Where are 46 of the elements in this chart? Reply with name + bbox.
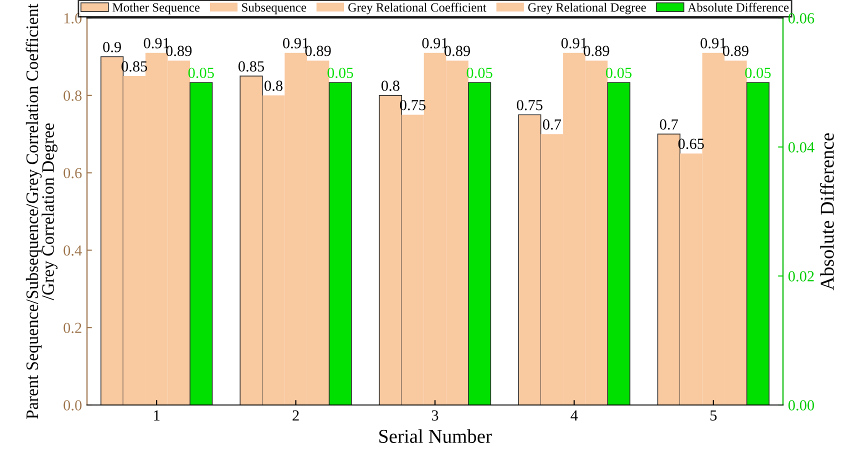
y-axis-title: Parent Sequence/Subsequence/Grey Correlation Coefficient /Grey Correlation Degree (26, 4, 58, 419)
bar (540, 134, 564, 405)
bar (240, 76, 263, 405)
y-tick-label: 1.0 (64, 13, 82, 24)
y2-tick-label: 0.04 (788, 142, 814, 153)
bar (518, 114, 542, 405)
legend-label: Grey Relational Coefficient (348, 2, 486, 14)
data-label: 0.05 (606, 68, 632, 78)
data-label: 0.7 (660, 119, 678, 130)
x-tick-label: 5 (710, 410, 717, 421)
bar (563, 52, 586, 405)
y2-tick-label: 0.02 (788, 271, 814, 282)
x-tick-label: 1 (154, 410, 160, 420)
data-label: 0.05 (188, 68, 214, 78)
bar (402, 114, 424, 405)
x-axis-title: Serial Number (379, 429, 492, 443)
y-tick-label: 0.4 (64, 245, 82, 256)
legend-label: Mother Sequence (112, 2, 200, 14)
y2-tick-label: 0.00 (788, 400, 814, 411)
bar (424, 52, 446, 405)
y-tick-label: 0.8 (64, 90, 82, 101)
data-label: 0.7 (542, 119, 562, 130)
legend-label: Subsequence (242, 2, 306, 14)
data-label: 0.8 (381, 80, 400, 91)
x-tick-label: 4 (570, 410, 578, 420)
legend-label: Absolute Difference (688, 2, 789, 12)
bar (145, 52, 168, 405)
data-label: 0.05 (328, 68, 354, 78)
y2-tick-label: 0.06 (788, 13, 814, 24)
data-label: 0.8 (264, 80, 282, 91)
bar (284, 52, 307, 405)
x-tick-label: 3 (432, 410, 438, 421)
y-tick-label: 0.2 (64, 322, 82, 334)
legend-label: Grey Relational Degree (528, 2, 646, 14)
bar (123, 76, 146, 405)
data-label: 0.9 (103, 42, 121, 52)
y2-axis-title: Absolute Difference (820, 133, 834, 290)
bar (680, 153, 702, 405)
data-label: 0.75 (516, 100, 542, 110)
data-label: 0.05 (745, 68, 771, 78)
y-tick-label: 0.0 (64, 400, 82, 411)
data-label: 0.85 (238, 61, 264, 72)
y-tick-label: 0.6 (64, 168, 82, 178)
data-label: 0.05 (466, 68, 492, 78)
x-tick-label: 2 (292, 410, 299, 420)
bar (262, 95, 285, 405)
